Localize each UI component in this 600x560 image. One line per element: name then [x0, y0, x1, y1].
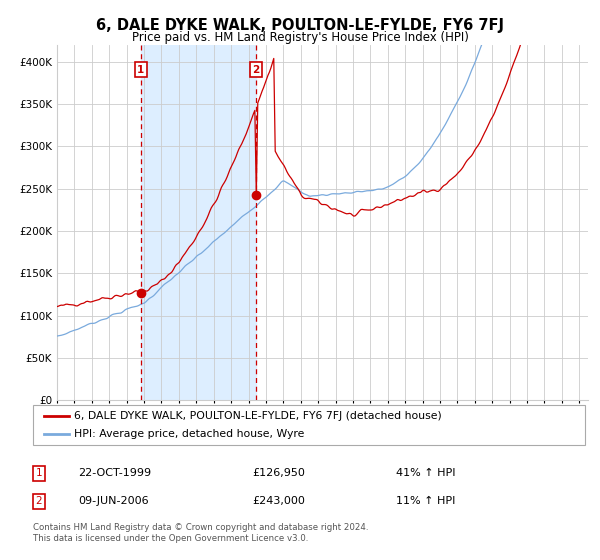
Text: HPI: Average price, detached house, Wyre: HPI: Average price, detached house, Wyre: [74, 430, 305, 439]
Text: 41% ↑ HPI: 41% ↑ HPI: [396, 468, 455, 478]
Text: £126,950: £126,950: [252, 468, 305, 478]
Text: 09-JUN-2006: 09-JUN-2006: [78, 496, 149, 506]
Text: 11% ↑ HPI: 11% ↑ HPI: [396, 496, 455, 506]
Text: 1: 1: [35, 468, 43, 478]
Text: 6, DALE DYKE WALK, POULTON-LE-FYLDE, FY6 7FJ (detached house): 6, DALE DYKE WALK, POULTON-LE-FYLDE, FY6…: [74, 411, 442, 421]
Text: 2: 2: [253, 65, 260, 74]
Text: 1: 1: [137, 65, 145, 74]
Text: Contains HM Land Registry data © Crown copyright and database right 2024.: Contains HM Land Registry data © Crown c…: [33, 523, 368, 532]
Text: This data is licensed under the Open Government Licence v3.0.: This data is licensed under the Open Gov…: [33, 534, 308, 543]
Text: £243,000: £243,000: [252, 496, 305, 506]
Text: Price paid vs. HM Land Registry's House Price Index (HPI): Price paid vs. HM Land Registry's House …: [131, 31, 469, 44]
Text: 6, DALE DYKE WALK, POULTON-LE-FYLDE, FY6 7FJ: 6, DALE DYKE WALK, POULTON-LE-FYLDE, FY6…: [96, 18, 504, 33]
Bar: [141, 45, 256, 400]
Text: 2: 2: [35, 496, 43, 506]
Text: 22-OCT-1999: 22-OCT-1999: [78, 468, 151, 478]
